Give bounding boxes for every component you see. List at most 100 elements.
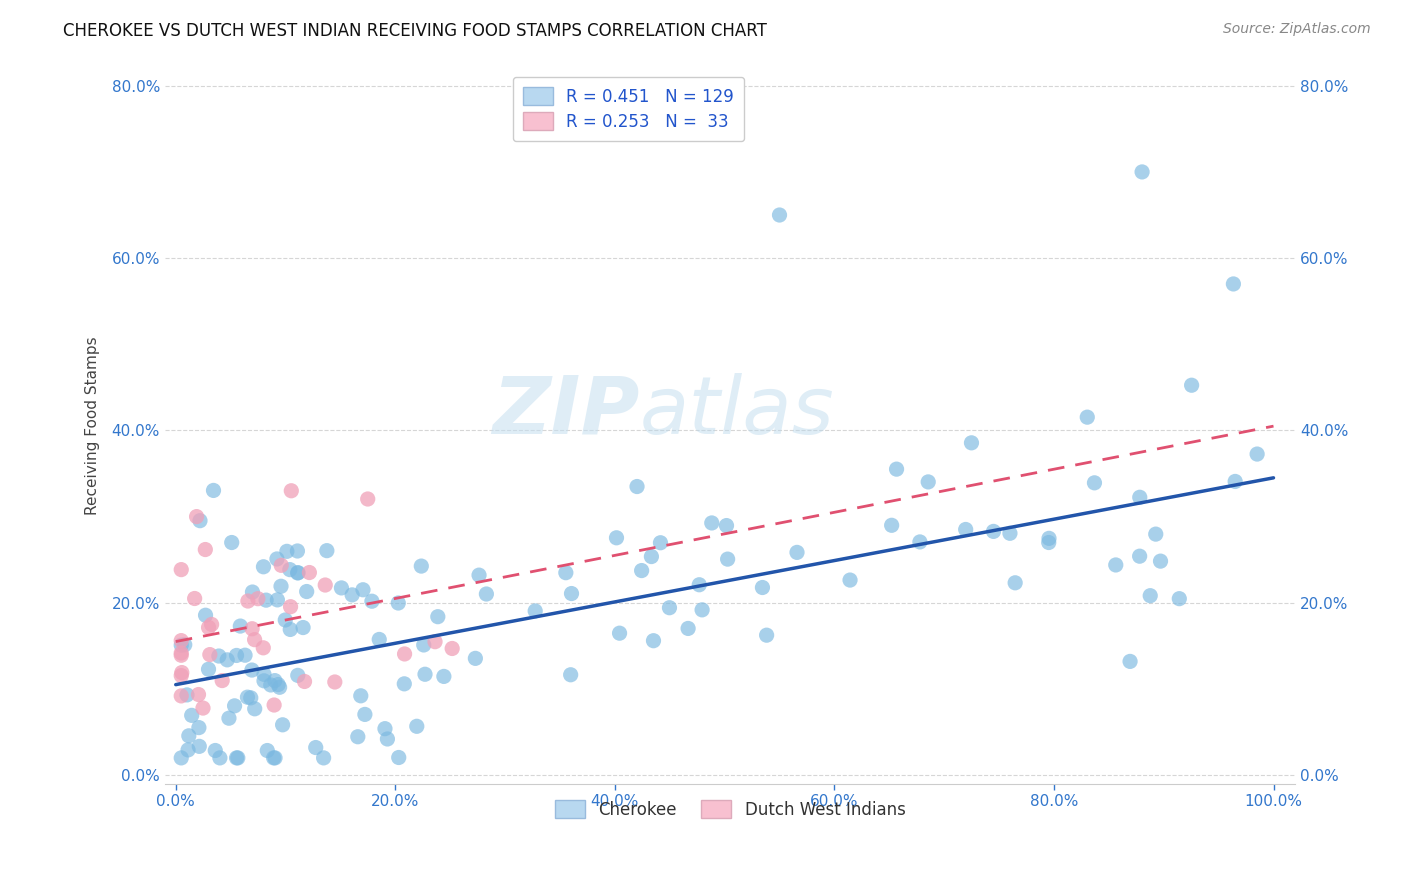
- Point: [226, 751, 249, 765]
- Point: [751, 581, 773, 595]
- Point: [716, 518, 738, 533]
- Point: [352, 582, 374, 597]
- Point: [388, 750, 411, 764]
- Point: [276, 544, 298, 558]
- Point: [554, 566, 576, 580]
- Point: [886, 462, 908, 476]
- Point: [298, 566, 321, 580]
- Point: [413, 667, 436, 681]
- Point: [243, 702, 266, 716]
- Point: [1139, 589, 1161, 603]
- Point: [221, 535, 243, 549]
- Point: [252, 559, 274, 574]
- Point: [560, 586, 582, 600]
- Point: [208, 648, 231, 663]
- Point: [224, 698, 246, 713]
- Point: [426, 609, 449, 624]
- Point: [464, 651, 486, 665]
- Point: [1246, 447, 1268, 461]
- Point: [242, 585, 264, 599]
- Point: [1168, 591, 1191, 606]
- Point: [377, 731, 399, 746]
- Point: [202, 483, 225, 498]
- Point: [170, 638, 193, 652]
- Point: [229, 619, 252, 633]
- Point: [640, 549, 662, 564]
- Point: [960, 435, 983, 450]
- Point: [786, 545, 808, 559]
- Point: [194, 542, 217, 557]
- Point: [280, 599, 302, 614]
- Point: [278, 623, 301, 637]
- Legend: Cherokee, Dutch West Indians: Cherokee, Dutch West Indians: [548, 794, 912, 825]
- Point: [560, 667, 582, 681]
- Point: [170, 668, 193, 682]
- Point: [340, 588, 363, 602]
- Point: [1119, 654, 1142, 668]
- Point: [374, 722, 396, 736]
- Point: [1130, 165, 1153, 179]
- Point: [240, 622, 263, 636]
- Point: [305, 740, 328, 755]
- Point: [475, 587, 498, 601]
- Point: [191, 701, 214, 715]
- Point: [225, 751, 247, 765]
- Point: [1083, 475, 1105, 490]
- Point: [394, 677, 416, 691]
- Point: [768, 208, 790, 222]
- Point: [270, 558, 292, 573]
- Point: [357, 491, 380, 506]
- Point: [218, 711, 240, 725]
- Point: [468, 568, 491, 582]
- Point: [211, 673, 233, 688]
- Point: [1038, 532, 1060, 546]
- Point: [688, 578, 710, 592]
- Point: [917, 475, 939, 489]
- Point: [330, 581, 353, 595]
- Point: [955, 523, 977, 537]
- Point: [239, 690, 262, 705]
- Point: [1076, 410, 1098, 425]
- Point: [1129, 549, 1152, 564]
- Point: [287, 566, 309, 580]
- Point: [267, 677, 290, 691]
- Point: [177, 729, 200, 743]
- Point: [197, 620, 219, 634]
- Point: [183, 591, 205, 606]
- Point: [690, 603, 713, 617]
- Point: [256, 743, 278, 757]
- Point: [1129, 490, 1152, 504]
- Point: [240, 663, 263, 677]
- Point: [173, 638, 195, 652]
- Point: [170, 563, 193, 577]
- Point: [225, 648, 247, 663]
- Point: [394, 647, 416, 661]
- Point: [266, 593, 288, 607]
- Point: [423, 634, 446, 648]
- Point: [253, 673, 276, 688]
- Point: [676, 622, 699, 636]
- Point: [354, 707, 377, 722]
- Point: [294, 674, 316, 689]
- Point: [630, 564, 652, 578]
- Point: [263, 673, 285, 688]
- Point: [1149, 554, 1171, 568]
- Point: [292, 621, 315, 635]
- Point: [998, 526, 1021, 541]
- Point: [260, 678, 283, 692]
- Y-axis label: Receiving Food Stamps: Receiving Food Stamps: [86, 337, 100, 516]
- Point: [180, 708, 202, 723]
- Text: atlas: atlas: [640, 373, 834, 450]
- Point: [312, 751, 335, 765]
- Point: [287, 566, 309, 580]
- Point: [295, 584, 318, 599]
- Point: [315, 543, 337, 558]
- Point: [433, 669, 456, 683]
- Point: [350, 689, 373, 703]
- Point: [266, 552, 288, 566]
- Point: [287, 668, 309, 682]
- Point: [643, 633, 665, 648]
- Point: [880, 518, 903, 533]
- Point: [1144, 527, 1167, 541]
- Point: [278, 563, 301, 577]
